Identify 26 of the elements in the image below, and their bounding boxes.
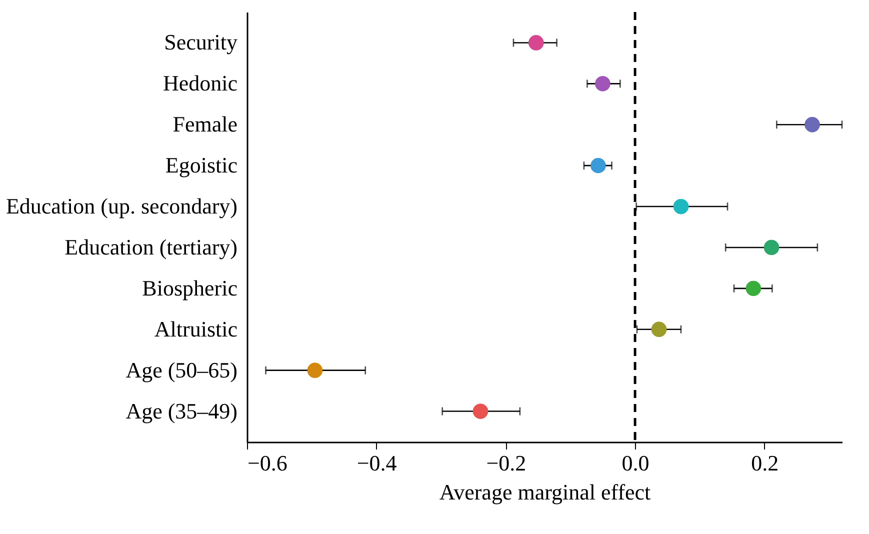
x-tick-label: −0.6 (248, 450, 288, 476)
y-tick-label: Security (164, 30, 238, 55)
point (764, 240, 780, 256)
y-tick-label: Age (35–49) (126, 398, 238, 424)
y-tick-label: Hedonic (162, 70, 238, 96)
y-tick-label: Egoistic (165, 152, 238, 178)
point (307, 362, 322, 378)
y-tick-label: Female (172, 112, 238, 137)
point (590, 158, 606, 174)
y-tick-label: Education (tertiary) (64, 234, 238, 260)
point (528, 35, 544, 50)
y-tick-label: Biospheric (142, 275, 238, 300)
point (804, 117, 820, 132)
x-tick-label: 0.0 (622, 450, 650, 476)
point (472, 404, 488, 419)
y-tick-label: Education (up. secondary) (6, 194, 238, 219)
x-tick-label: −0.2 (486, 450, 526, 476)
x-tick-label: 0.2 (751, 450, 779, 476)
point (746, 280, 761, 296)
x-tick-label: −0.4 (356, 450, 397, 476)
point (673, 198, 689, 214)
point (651, 322, 667, 337)
y-tick-label: Age (50–65) (126, 357, 238, 382)
x-axis-title: Average marginal effect (439, 480, 651, 504)
y-tick-label: Altruistic (154, 316, 238, 342)
point (595, 76, 610, 92)
